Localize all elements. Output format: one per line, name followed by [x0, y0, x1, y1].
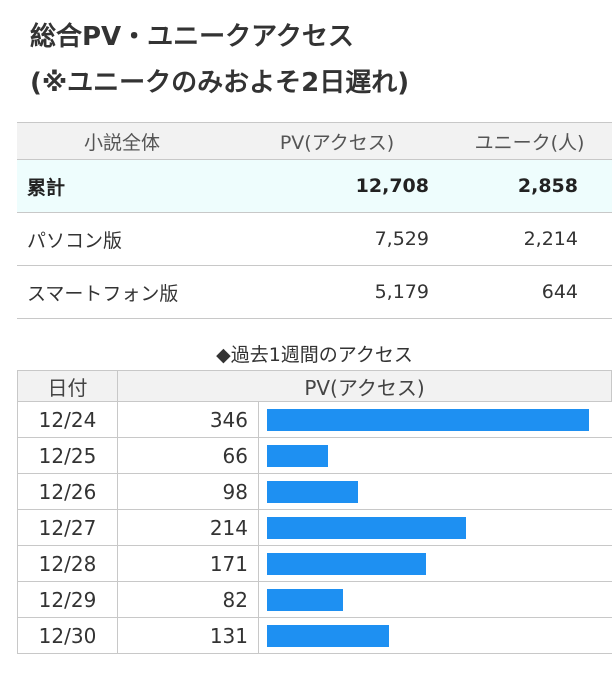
table-row: 12/25 66: [17, 437, 612, 474]
date-cell: 12/24: [17, 401, 118, 438]
pv-value: 7,529: [227, 212, 447, 266]
pv-value: 5,179: [227, 265, 447, 319]
table-row: 12/28 171: [17, 545, 612, 582]
unique-value: 2,214: [447, 212, 612, 266]
bar-cell: [258, 509, 612, 546]
pv-cell: 98: [117, 473, 259, 510]
row-label: スマートフォン版: [17, 265, 227, 319]
table-row: 12/29 82: [17, 581, 612, 618]
pv-cell: 346: [117, 401, 259, 438]
row-label: 累計: [17, 159, 227, 213]
date-cell: 12/30: [17, 617, 118, 654]
table-row: 12/30 131: [17, 617, 612, 654]
date-cell: 12/26: [17, 473, 118, 510]
pv-cell: 214: [117, 509, 259, 546]
pv-bar: [267, 408, 589, 431]
pv-bar: [267, 516, 466, 539]
summary-row-total: 累計 12,708 2,858: [17, 159, 612, 213]
column-header-pv: PV(アクセス): [227, 122, 447, 160]
column-header-pv: PV(アクセス): [117, 370, 612, 402]
table-row: 12/24 346: [17, 401, 612, 438]
bar-cell: [258, 473, 612, 510]
weekly-section-title: ◆過去1週間のアクセス: [216, 344, 413, 366]
unique-value: 644: [447, 265, 612, 319]
column-header-unique: ユニーク(人): [447, 122, 612, 160]
column-header-novel: 小説全体: [17, 122, 227, 160]
pv-bar: [267, 588, 343, 611]
date-cell: 12/27: [17, 509, 118, 546]
pv-bar: [267, 552, 426, 575]
date-cell: 12/29: [17, 581, 118, 618]
date-cell: 12/25: [17, 437, 118, 474]
pv-bar: [267, 480, 358, 503]
row-label: パソコン版: [17, 212, 227, 266]
table-row: 12/27 214: [17, 509, 612, 546]
summary-table: 小説全体 PV(アクセス) ユニーク(人) 累計 12,708 2,858 パソ…: [17, 122, 612, 319]
bar-cell: [258, 545, 612, 582]
bar-cell: [258, 581, 612, 618]
column-header-date: 日付: [17, 370, 118, 402]
pv-cell: 66: [117, 437, 259, 474]
date-cell: 12/28: [17, 545, 118, 582]
table-row: 12/26 98: [17, 473, 612, 510]
pv-bar: [267, 624, 389, 647]
pv-bar: [267, 444, 328, 467]
bar-cell: [258, 401, 612, 438]
bar-cell: [258, 617, 612, 654]
summary-row-pc: パソコン版 7,529 2,214: [17, 212, 612, 266]
page-title: 総合PV・ユニークアクセス: [30, 22, 354, 52]
unique-value: 2,858: [447, 159, 612, 213]
page-subtitle: (※ユニークのみおよそ2日遅れ): [30, 68, 410, 98]
pv-cell: 131: [117, 617, 259, 654]
pv-value: 12,708: [227, 159, 447, 213]
weekly-access-table: 日付 PV(アクセス) 12/24 346 12/25 66 12/26 98 12/27 2…: [17, 370, 612, 654]
summary-header-row: 小説全体 PV(アクセス) ユニーク(人): [17, 122, 612, 160]
weekly-header-row: 日付 PV(アクセス): [17, 370, 612, 402]
pv-cell: 171: [117, 545, 259, 582]
pv-cell: 82: [117, 581, 259, 618]
summary-row-smartphone: スマートフォン版 5,179 644: [17, 265, 612, 319]
bar-cell: [258, 437, 612, 474]
